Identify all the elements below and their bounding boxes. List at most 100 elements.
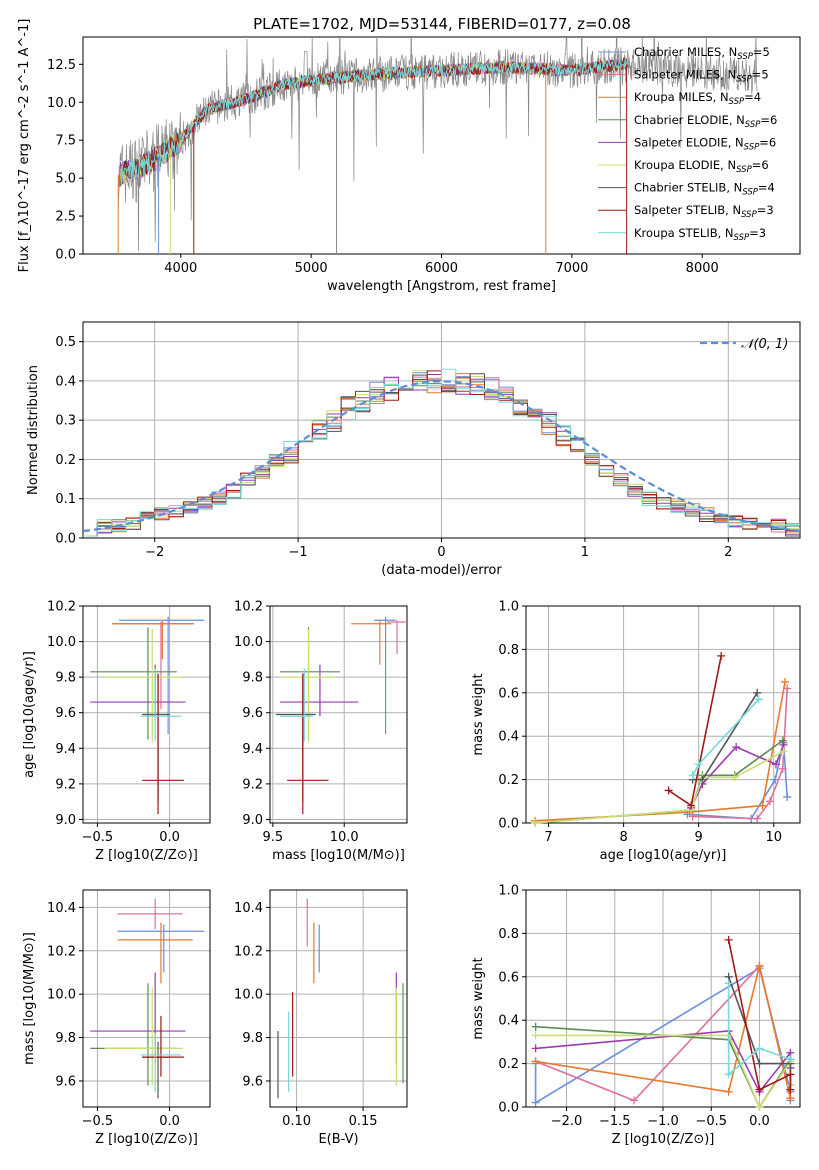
mass-weight-marker	[786, 1085, 795, 1094]
legend-sub: SSP	[742, 188, 758, 198]
y-tick-label: 9.6	[242, 1074, 263, 1089]
x-tick-label: 4000	[164, 261, 197, 276]
mass-weight-marker	[688, 812, 697, 821]
y-axis-label: Normed distribution	[26, 365, 41, 495]
legend-sub: SSP	[744, 142, 760, 152]
age-vs-Z-panel: −0.5 0.0 9.0 9.2 9.4 9.6 9.8 10.0 10.2 Z [log10(Z…	[22, 600, 211, 863]
y-tick-label: 9.6	[55, 1074, 76, 1089]
mass-weight-marker	[755, 1059, 764, 1068]
y-axis-label: mass weight	[471, 673, 486, 755]
y-axis-label: mass weight	[471, 957, 486, 1039]
legend-sub: SSP	[736, 75, 752, 85]
x-axis-label: wavelength [Angstrom, rest frame]	[327, 279, 556, 294]
mass-weight-marker	[754, 695, 763, 704]
y-tick-label: 0.4	[498, 730, 519, 745]
weight-vs-age-panel: 7 8 9 10 0.0 0.2 0.4 0.6 0.8 1.0 age [log10(age/yr…	[471, 600, 801, 863]
model-spectrum-line	[120, 58, 629, 187]
mass-weight-marker	[531, 1044, 540, 1053]
x-axis-label: mass [log10(M/M⊙)]	[272, 848, 405, 863]
x-tick-label: 0.0	[159, 1114, 180, 1129]
mass-weight-marker	[786, 1055, 795, 1064]
x-axis-label: Z [log10(Z/Z⊙)]	[95, 848, 198, 863]
axes-frame	[525, 605, 801, 824]
x-tick-label: 10.0	[330, 830, 359, 845]
mass-weight-marker	[724, 1070, 733, 1079]
legend-suffix: =6	[759, 135, 776, 149]
mass-weight-marker	[531, 819, 540, 827]
legend-name: Kroupa STELIB, N	[634, 226, 734, 240]
y-tick-label: 0.6	[498, 686, 519, 701]
legend-name: Kroupa MILES, N	[634, 90, 729, 104]
mass-weight-marker	[730, 773, 739, 782]
mass-weight-marker	[755, 1044, 764, 1053]
legend-sub: SSP	[741, 210, 757, 220]
x-tick-label: 0.0	[159, 830, 180, 845]
axes-frame	[269, 605, 408, 824]
mass-weight-marker	[753, 688, 762, 697]
y-tick-label: 9.8	[55, 671, 76, 686]
mass-weight-marker	[755, 961, 764, 970]
y-tick-label: 0.0	[55, 248, 76, 263]
y-tick-label: 0.2	[498, 1057, 519, 1072]
x-axis-label: age [log10(age/yr)]	[600, 848, 727, 863]
legend-name: Salpeter MILES, N	[634, 68, 736, 82]
y-tick-label: 10.0	[47, 988, 76, 1003]
x-tick-label: 6000	[425, 261, 458, 276]
x-tick-label: −2.0	[551, 1114, 583, 1129]
legend-suffix: =3	[757, 203, 774, 217]
y-tick-label: 9.8	[242, 1031, 263, 1046]
legend-entry: 𝒩(0, 1)	[741, 337, 788, 352]
mass-weight-marker	[786, 1094, 795, 1103]
mass-weight-marker	[765, 797, 774, 806]
y-axis-label: age [log10(age/yr)]	[22, 651, 37, 778]
x-tick-label: 9.5	[263, 830, 284, 845]
y-tick-label: 2.5	[55, 210, 76, 225]
legend-sub: SSP	[734, 233, 750, 243]
y-tick-label: 9.0	[55, 813, 76, 828]
x-tick-label: −0.5	[695, 1114, 727, 1129]
mass-weight-marker	[778, 736, 787, 745]
x-tick-label: 5000	[295, 261, 328, 276]
axes-frame	[82, 36, 801, 255]
legend-entry: Kroupa MILES, NSSP=4	[634, 90, 761, 107]
x-tick-label: 8	[619, 830, 627, 845]
weight-vs-Z-panel: −2.0 −1.5 −1.0 −0.5 0.0 0.0 0.2 0.4 0.6 0.8 1.0 Z […	[471, 884, 801, 1147]
legend-entry: Kroupa ELODIE, NSSP=6	[634, 158, 769, 175]
y-tick-label: 10.4	[234, 901, 263, 916]
x-tick-label: 7000	[555, 261, 588, 276]
mass-weight-line	[534, 739, 784, 824]
y-tick-label: 9.2	[55, 777, 76, 792]
mass-weight-marker	[717, 651, 726, 660]
x-tick-label: 2	[724, 545, 732, 560]
x-tick-label: −0.5	[82, 830, 114, 845]
mass-weight-marker	[724, 1087, 733, 1096]
x-tick-label: 0.10	[282, 1114, 311, 1129]
mass-weight-marker	[698, 775, 707, 784]
charts-layer: 4000 5000 6000 7000 80000.02.55.07.510.012.5…	[17, 19, 801, 1147]
legend-entry: Salpeter ELODIE, NSSP=6	[634, 135, 776, 152]
y-tick-label: 0.3	[55, 414, 76, 429]
spectrum-panel: 4000 5000 6000 7000 8000 0.0 2.5 5.0 7.5 10.0 12.5…	[17, 19, 801, 294]
axes-frame	[82, 889, 211, 1108]
x-tick-label: 10	[765, 830, 782, 845]
mass-weight-marker	[755, 1085, 764, 1094]
y-tick-label: 0.8	[498, 643, 519, 658]
x-tick-label: −0.5	[82, 1114, 114, 1129]
normal-curve	[82, 380, 801, 533]
y-tick-label: 9.6	[55, 706, 76, 721]
legend-sub: SSP	[737, 52, 753, 62]
y-tick-label: 7.5	[55, 134, 76, 149]
y-tick-label: 10.4	[47, 901, 76, 916]
y-tick-label: 0.6	[498, 970, 519, 985]
mass-weight-marker	[688, 771, 697, 780]
y-tick-label: 9.8	[242, 671, 263, 686]
mass-weight-line	[534, 750, 784, 824]
x-tick-label: −1	[289, 545, 308, 560]
mass-vs-Z-panel: −0.5 0.0 9.6 9.8 10.0 10.2 10.4 Z [log10(Z/Z⊙)]…	[22, 889, 211, 1147]
y-tick-label: 0.4	[55, 374, 76, 389]
mass-weight-marker	[664, 786, 673, 795]
y-tick-label: 12.5	[47, 58, 76, 73]
legend-suffix: =4	[758, 181, 775, 195]
